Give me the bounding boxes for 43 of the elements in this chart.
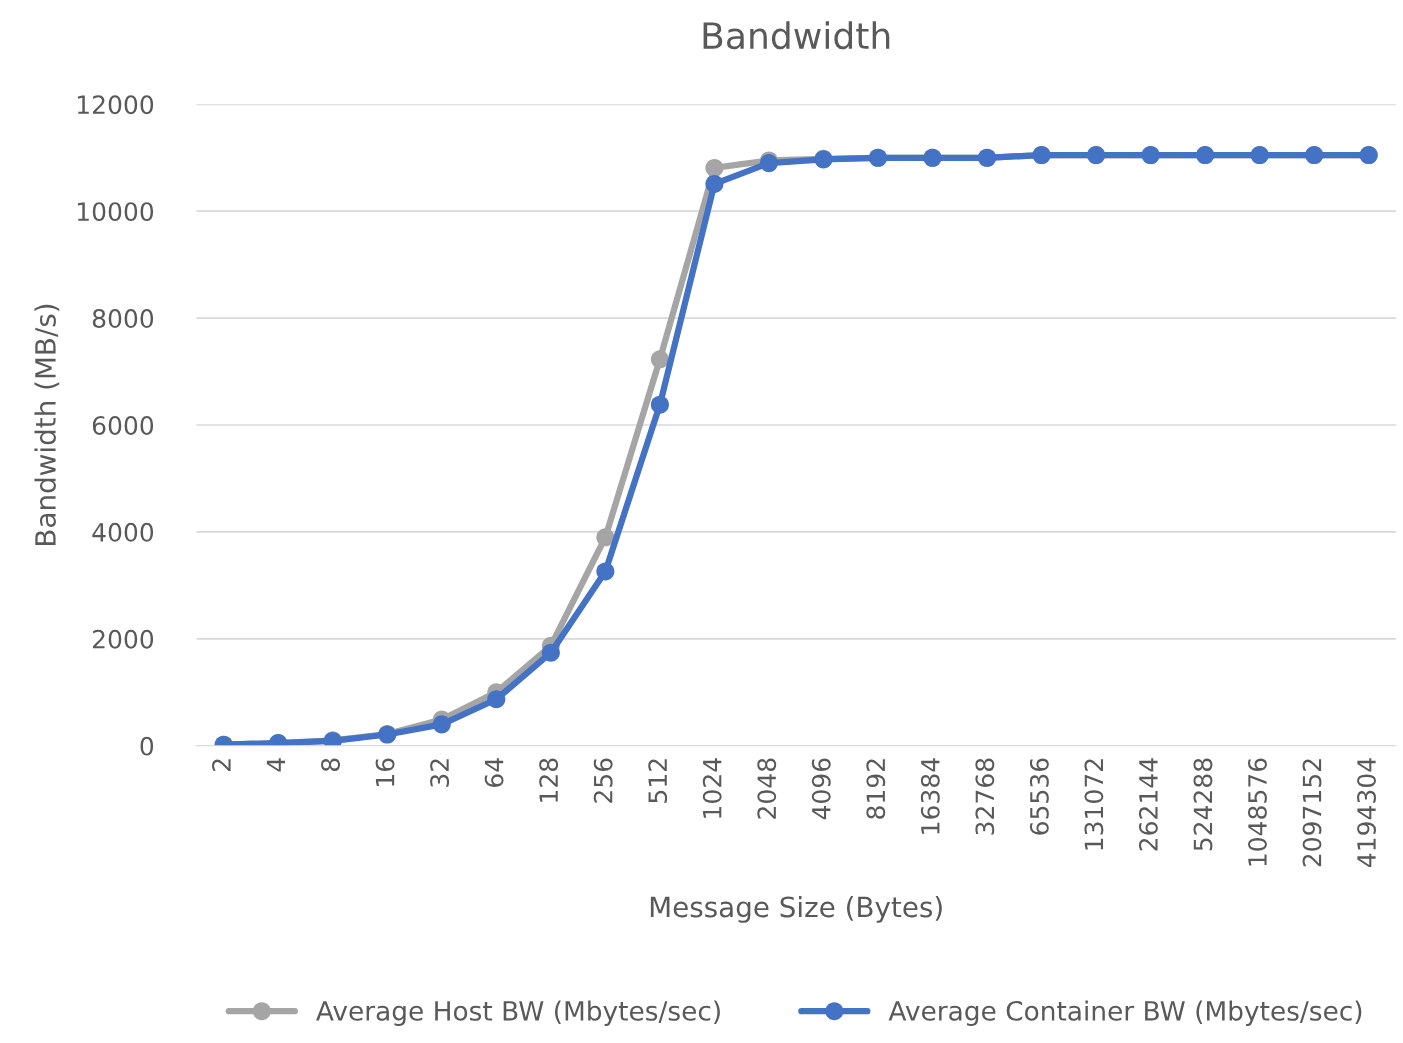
y-tick-label: 6000 [92, 415, 154, 435]
y-tick-label: 10000 [77, 202, 154, 222]
x-tick-label: 4 [266, 758, 286, 772]
x-tick-label: 8192 [866, 759, 886, 819]
x-tick-label: 4194304 [1357, 758, 1376, 867]
legend-label: Average Container BW (Mbytes/sec) [888, 1000, 1362, 1026]
x-tick-label: 64 [484, 758, 504, 787]
x-tick-label: 2097152 [1302, 759, 1322, 867]
y-axis-title: Bandwidth (MB/s) [34, 304, 60, 545]
y-tick-label: 12000 [77, 95, 154, 115]
x-tick-label: 131072 [1084, 759, 1104, 850]
chart-title: Bandwidth [703, 21, 890, 50]
legend-label: Average Host BW (Mbytes/sec) [316, 1000, 720, 1026]
point [596, 528, 615, 547]
x-tick-label: 16 [375, 758, 395, 786]
x-tick-label: 65536 [1029, 758, 1049, 835]
point [650, 350, 669, 369]
x-tick-label: 16384 [920, 758, 940, 834]
x-tick-label: 512 [648, 759, 668, 803]
x-tick-label: 128 [539, 758, 559, 802]
x-tick-label: 2 [212, 759, 231, 771]
x-tick-label: 1024 [702, 758, 722, 818]
x-tick-label: 32 [430, 759, 450, 787]
y-tick-label: 2000 [92, 629, 154, 649]
point [705, 158, 724, 177]
point [705, 174, 724, 193]
point [596, 562, 615, 581]
x-tick-label: 4096 [811, 758, 831, 820]
y-tick-label: 8000 [92, 309, 154, 328]
x-tick-label: 8 [321, 758, 340, 772]
x-axis-title: Message Size (Bytes) [650, 895, 942, 923]
point [432, 715, 451, 734]
x-tick-label: 524288 [1193, 758, 1213, 851]
x-tick-label: 256 [593, 758, 613, 803]
x-tick-label: 1048576 [1248, 758, 1267, 866]
y-tick-label: 4000 [92, 522, 154, 542]
x-tick-label: 262144 [1138, 758, 1158, 851]
x-tick-label: 2048 [757, 758, 777, 819]
point [487, 690, 506, 709]
y-tick-label: 0 [140, 736, 154, 756]
x-tick-label: 32768 [975, 758, 995, 835]
point [541, 643, 560, 662]
point [650, 395, 669, 414]
